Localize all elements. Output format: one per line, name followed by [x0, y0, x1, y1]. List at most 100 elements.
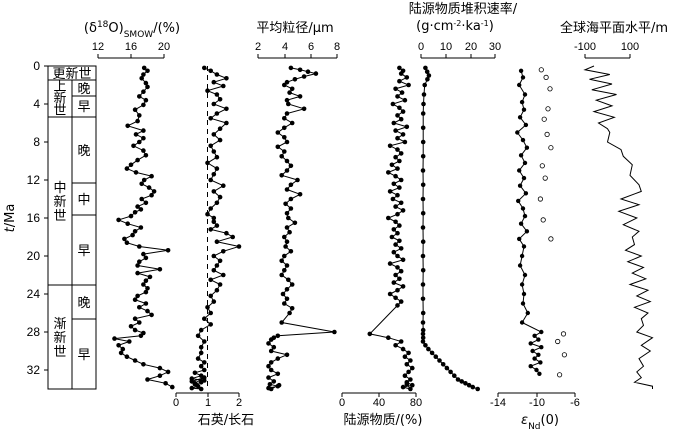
series-line	[191, 67, 241, 390]
data-point	[408, 358, 413, 363]
x-axis-label-part: (δ	[84, 21, 97, 36]
data-point	[523, 122, 529, 128]
data-point	[137, 139, 142, 145]
data-point	[297, 192, 303, 197]
x-axis-label: 陆源物质/(%)	[344, 412, 423, 428]
data-point	[420, 239, 426, 244]
data-point	[289, 120, 295, 126]
data-point	[132, 107, 138, 112]
data-point	[130, 232, 135, 238]
data-point	[420, 282, 426, 287]
data-point	[132, 358, 138, 363]
data-point	[393, 154, 398, 160]
panel-epsilon-nd: -14 -10 -6 εNd(0)	[490, 67, 580, 431]
data-point	[437, 358, 442, 363]
data-point	[534, 367, 539, 373]
data-point	[139, 76, 144, 81]
data-point	[421, 92, 427, 97]
data-point	[224, 76, 229, 81]
data-point	[389, 162, 395, 168]
data-point	[301, 74, 307, 79]
data-point	[289, 282, 295, 287]
data-point	[420, 211, 426, 216]
x-tick-label: 0	[173, 397, 179, 409]
data-point	[211, 253, 217, 259]
data-point	[198, 386, 204, 392]
data-point-open	[539, 163, 545, 169]
data-point	[211, 132, 217, 137]
data-point	[400, 384, 406, 390]
data-point	[137, 305, 142, 310]
data-point	[137, 320, 142, 325]
data-point	[386, 215, 391, 221]
data-point	[236, 244, 242, 249]
data-point	[127, 339, 132, 344]
data-point	[521, 291, 527, 297]
data-point	[313, 71, 319, 76]
data-point	[402, 354, 408, 360]
x-axis-label: 全球海平面水平/m	[560, 20, 668, 36]
data-point	[284, 97, 290, 103]
data-point	[282, 253, 287, 259]
data-point	[522, 213, 528, 219]
data-point	[387, 189, 393, 194]
data-point	[420, 296, 426, 302]
y-axis-label: t/Ma	[3, 204, 18, 233]
data-point	[404, 382, 410, 387]
data-point	[141, 89, 146, 94]
data-point	[367, 331, 373, 337]
data-point	[279, 258, 285, 264]
data-point	[521, 107, 527, 112]
data-point-open	[560, 331, 567, 337]
data-point	[266, 341, 271, 346]
data-point	[282, 301, 287, 306]
data-point	[211, 268, 217, 273]
data-point	[141, 282, 146, 287]
data-point	[221, 272, 226, 278]
epoch-pliocene-late-label: 晚	[77, 82, 90, 97]
data-point	[404, 362, 410, 367]
data-point	[135, 204, 140, 209]
data-point	[530, 348, 535, 354]
y-tick-label: 24	[27, 287, 41, 301]
data-point	[393, 219, 398, 225]
data-point	[211, 172, 217, 177]
x-axis-label-part: ε	[521, 413, 528, 428]
data-point	[118, 350, 124, 356]
y-tick-label: 4	[33, 97, 40, 111]
data-point	[421, 101, 426, 107]
data-point	[393, 295, 398, 301]
data-point	[128, 162, 134, 168]
data-point	[420, 154, 426, 159]
data-point	[275, 333, 281, 339]
data-point	[393, 343, 398, 348]
data-point	[391, 280, 397, 285]
x-tick-label: 0	[418, 41, 424, 53]
data-point	[198, 344, 204, 350]
data-point	[282, 82, 287, 88]
data-point	[145, 308, 150, 314]
data-point	[420, 253, 426, 259]
data-point	[466, 382, 472, 388]
data-point	[520, 301, 526, 306]
data-point	[211, 149, 217, 154]
data-point	[198, 350, 204, 356]
x-axis-label-part: /(%)	[153, 21, 180, 36]
data-point	[268, 348, 274, 354]
data-point	[132, 297, 138, 303]
epoch-pleistocene-label: 更新世	[52, 66, 91, 82]
x-tick-label: 80	[410, 397, 422, 409]
data-point	[275, 130, 281, 135]
data-point	[393, 204, 398, 209]
data-point	[217, 258, 223, 264]
data-point	[137, 259, 142, 265]
data-point	[395, 147, 400, 152]
data-point	[139, 196, 144, 202]
data-point	[141, 102, 146, 108]
data-point	[391, 249, 397, 255]
data-point	[420, 125, 426, 131]
data-point	[390, 196, 396, 202]
data-point-open	[544, 131, 550, 137]
